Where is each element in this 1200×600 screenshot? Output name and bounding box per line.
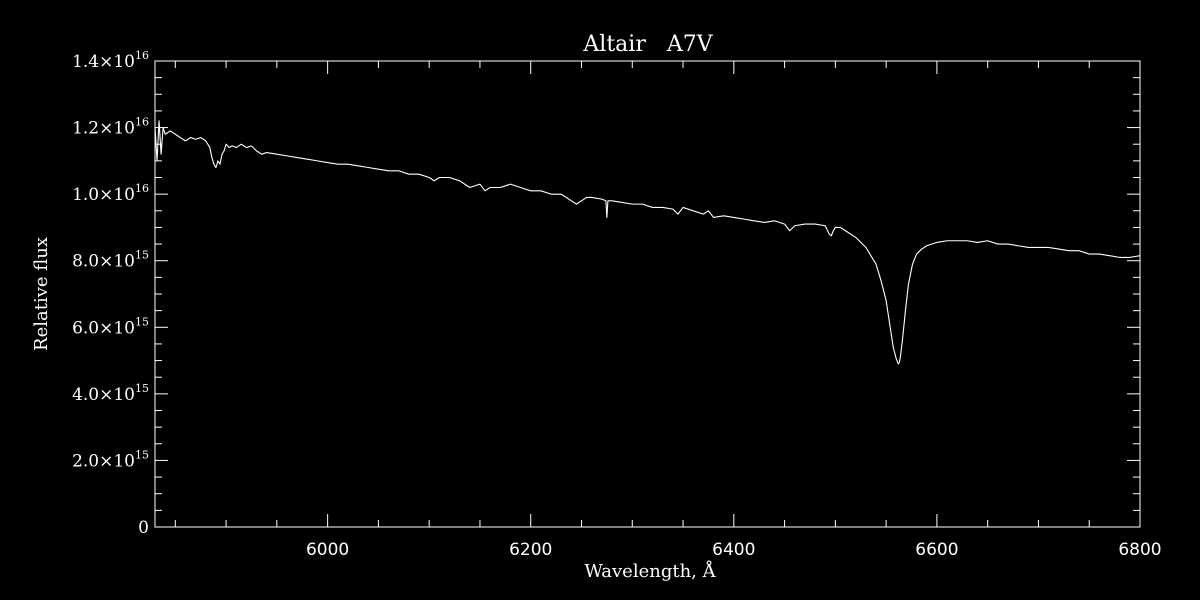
x-tick-label: 6000 <box>306 540 349 560</box>
y-tick-label: 1.4×1016 <box>72 49 149 72</box>
y-tick-label: 6.0×1015 <box>72 315 149 338</box>
y-tick-label: 0 <box>138 518 149 538</box>
x-tick-label: 6800 <box>1118 540 1161 560</box>
y-tick-label: 4.0×1015 <box>72 382 149 405</box>
x-axis-ticks <box>174 61 1141 527</box>
x-axis-label: Wavelength, Å <box>584 560 716 582</box>
y-tick-label: 1.2×1016 <box>72 116 149 139</box>
x-axis-tick-labels: 6000 6200 6400 6600 6800 <box>306 540 1162 560</box>
x-tick-label: 6600 <box>915 540 958 560</box>
y-axis-label: Relative flux <box>31 237 52 351</box>
y-tick-label: 1.0×1016 <box>72 182 149 205</box>
x-tick-label: 6400 <box>712 540 755 560</box>
chart-title: Altair A7V <box>582 32 713 57</box>
y-axis-tick-labels: 0 2.0×1015 4.0×1015 6.0×1015 8.0×1015 1.0×101… <box>72 49 149 538</box>
series-line-spectrum <box>154 120 1141 365</box>
x-tick-label: 6200 <box>509 540 552 560</box>
y-tick-label: 2.0×1015 <box>72 448 149 471</box>
y-tick-label: 8.0×1015 <box>72 249 149 272</box>
